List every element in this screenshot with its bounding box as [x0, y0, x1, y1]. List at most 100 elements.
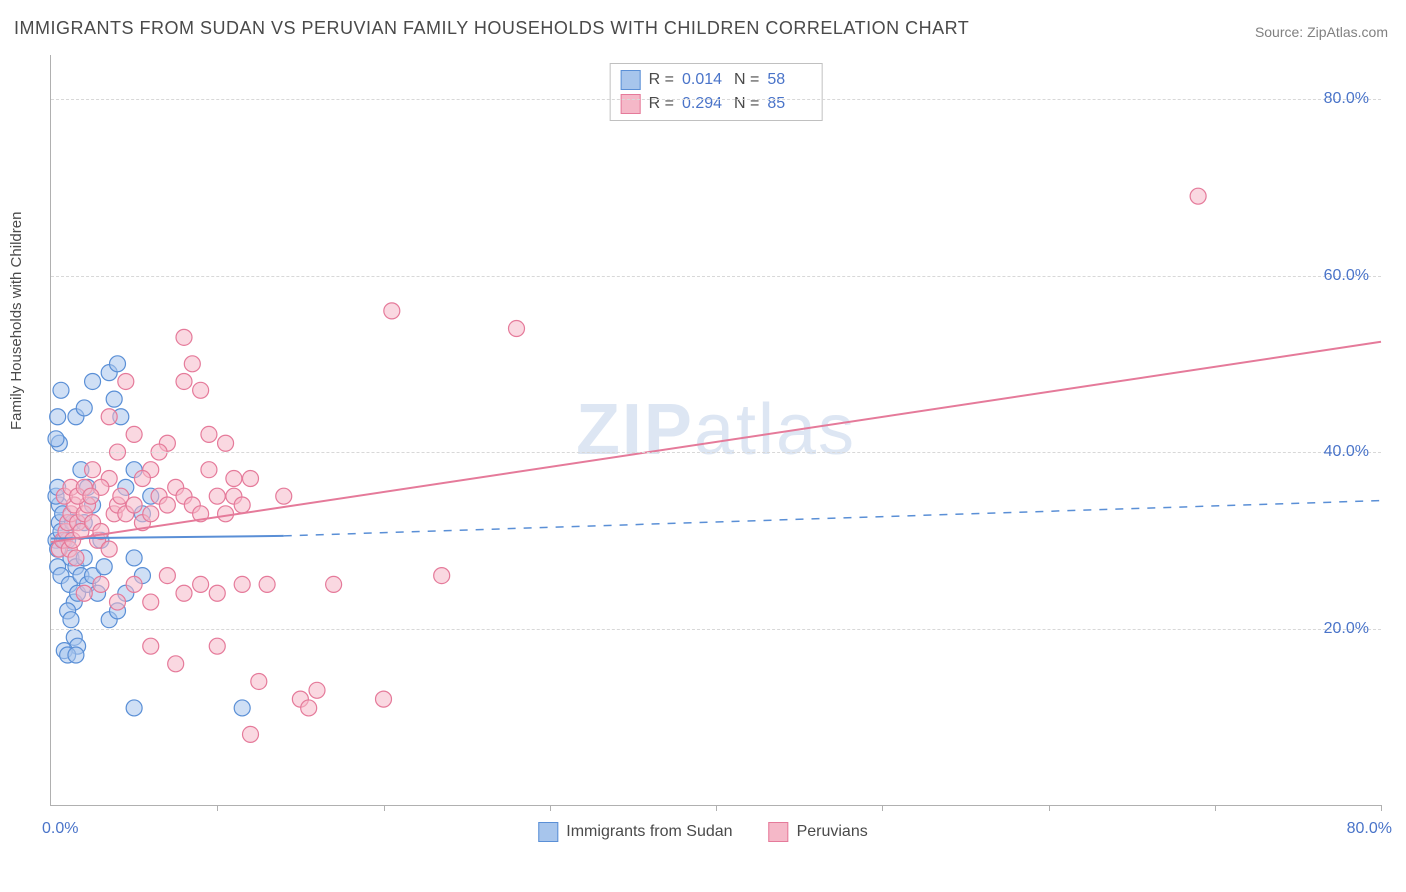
legend-item: Immigrants from Sudan	[538, 822, 732, 842]
r-value: 0.014	[682, 71, 726, 89]
scatter-point	[93, 576, 109, 592]
scatter-point	[201, 462, 217, 478]
legend-stats-row: R = 0.014 N = 58	[621, 68, 812, 92]
gridline	[51, 452, 1381, 453]
scatter-point	[209, 585, 225, 601]
scatter-point	[68, 550, 84, 566]
scatter-point	[76, 585, 92, 601]
x-tick	[882, 805, 883, 811]
scatter-point	[226, 471, 242, 487]
scatter-point	[176, 329, 192, 345]
scatter-point	[126, 426, 142, 442]
scatter-point	[118, 373, 134, 389]
legend-stats-row: R = 0.294 N = 85	[621, 92, 812, 116]
scatter-point	[434, 568, 450, 584]
scatter-point	[209, 638, 225, 654]
source-caption: Source: ZipAtlas.com	[1255, 24, 1388, 40]
scatter-point	[143, 594, 159, 610]
scatter-point	[48, 431, 64, 447]
scatter-point	[76, 400, 92, 416]
legend-swatch	[769, 822, 789, 842]
regression-line-dashed	[284, 501, 1381, 536]
scatter-point	[106, 391, 122, 407]
scatter-point	[218, 506, 234, 522]
scatter-point	[251, 673, 267, 689]
scatter-point	[101, 409, 117, 425]
scatter-point	[159, 497, 175, 513]
legend-item: Peruvians	[769, 822, 868, 842]
scatter-point	[176, 373, 192, 389]
x-axis-max-label: 80.0%	[1347, 820, 1392, 838]
scatter-point	[243, 726, 259, 742]
scatter-point	[193, 382, 209, 398]
scatter-point	[168, 656, 184, 672]
y-tick-label: 40.0%	[1324, 443, 1369, 461]
scatter-point	[201, 426, 217, 442]
r-value: 0.294	[682, 95, 726, 113]
scatter-point	[259, 576, 275, 592]
scatter-point	[53, 382, 69, 398]
chart-title: IMMIGRANTS FROM SUDAN VS PERUVIAN FAMILY…	[14, 18, 969, 39]
scatter-point	[101, 541, 117, 557]
x-tick	[1215, 805, 1216, 811]
scatter-point	[376, 691, 392, 707]
x-tick	[1049, 805, 1050, 811]
x-axis-origin-label: 0.0%	[42, 820, 78, 838]
scatter-point	[243, 471, 259, 487]
scatter-point	[384, 303, 400, 319]
scatter-svg	[51, 55, 1381, 805]
scatter-point	[193, 576, 209, 592]
scatter-point	[509, 321, 525, 337]
x-tick	[217, 805, 218, 811]
chart-plot-area: ZIPatlas R =0.014N =58R =0.294N =85 20.0…	[50, 55, 1381, 806]
n-label: N =	[734, 95, 759, 113]
x-tick	[384, 805, 385, 811]
legend-swatch	[621, 94, 641, 114]
x-tick	[1381, 805, 1382, 811]
scatter-point	[126, 700, 142, 716]
n-value: 58	[767, 71, 811, 89]
scatter-point	[234, 700, 250, 716]
scatter-point	[110, 594, 126, 610]
scatter-point	[126, 576, 142, 592]
legend-swatch	[538, 822, 558, 842]
scatter-point	[176, 585, 192, 601]
r-label: R =	[649, 95, 674, 113]
scatter-point	[50, 409, 66, 425]
x-tick	[716, 805, 717, 811]
scatter-point	[234, 576, 250, 592]
scatter-point	[126, 497, 142, 513]
scatter-point	[96, 559, 112, 575]
scatter-point	[110, 356, 126, 372]
legend-label: Immigrants from Sudan	[566, 823, 732, 841]
scatter-point	[85, 462, 101, 478]
scatter-point	[276, 488, 292, 504]
gridline	[51, 276, 1381, 277]
scatter-point	[234, 497, 250, 513]
y-tick-label: 60.0%	[1324, 267, 1369, 285]
scatter-point	[159, 568, 175, 584]
scatter-point	[83, 488, 99, 504]
gridline	[51, 99, 1381, 100]
scatter-point	[184, 356, 200, 372]
scatter-point	[326, 576, 342, 592]
x-tick	[550, 805, 551, 811]
n-value: 85	[767, 95, 811, 113]
scatter-point	[126, 550, 142, 566]
scatter-point	[134, 471, 150, 487]
scatter-point	[85, 373, 101, 389]
legend-swatch	[621, 70, 641, 90]
legend-stats-box: R = 0.014 N = 58 R = 0.294 N = 85	[610, 63, 823, 121]
regression-line	[51, 342, 1381, 542]
scatter-point	[209, 488, 225, 504]
legend-bottom: Immigrants from Sudan Peruvians	[538, 822, 867, 842]
scatter-point	[68, 647, 84, 663]
gridline	[51, 629, 1381, 630]
scatter-point	[218, 435, 234, 451]
scatter-point	[301, 700, 317, 716]
legend-label: Peruvians	[797, 823, 868, 841]
scatter-point	[1190, 188, 1206, 204]
r-label: R =	[649, 71, 674, 89]
y-axis-label: Family Households with Children	[8, 212, 25, 430]
n-label: N =	[734, 71, 759, 89]
